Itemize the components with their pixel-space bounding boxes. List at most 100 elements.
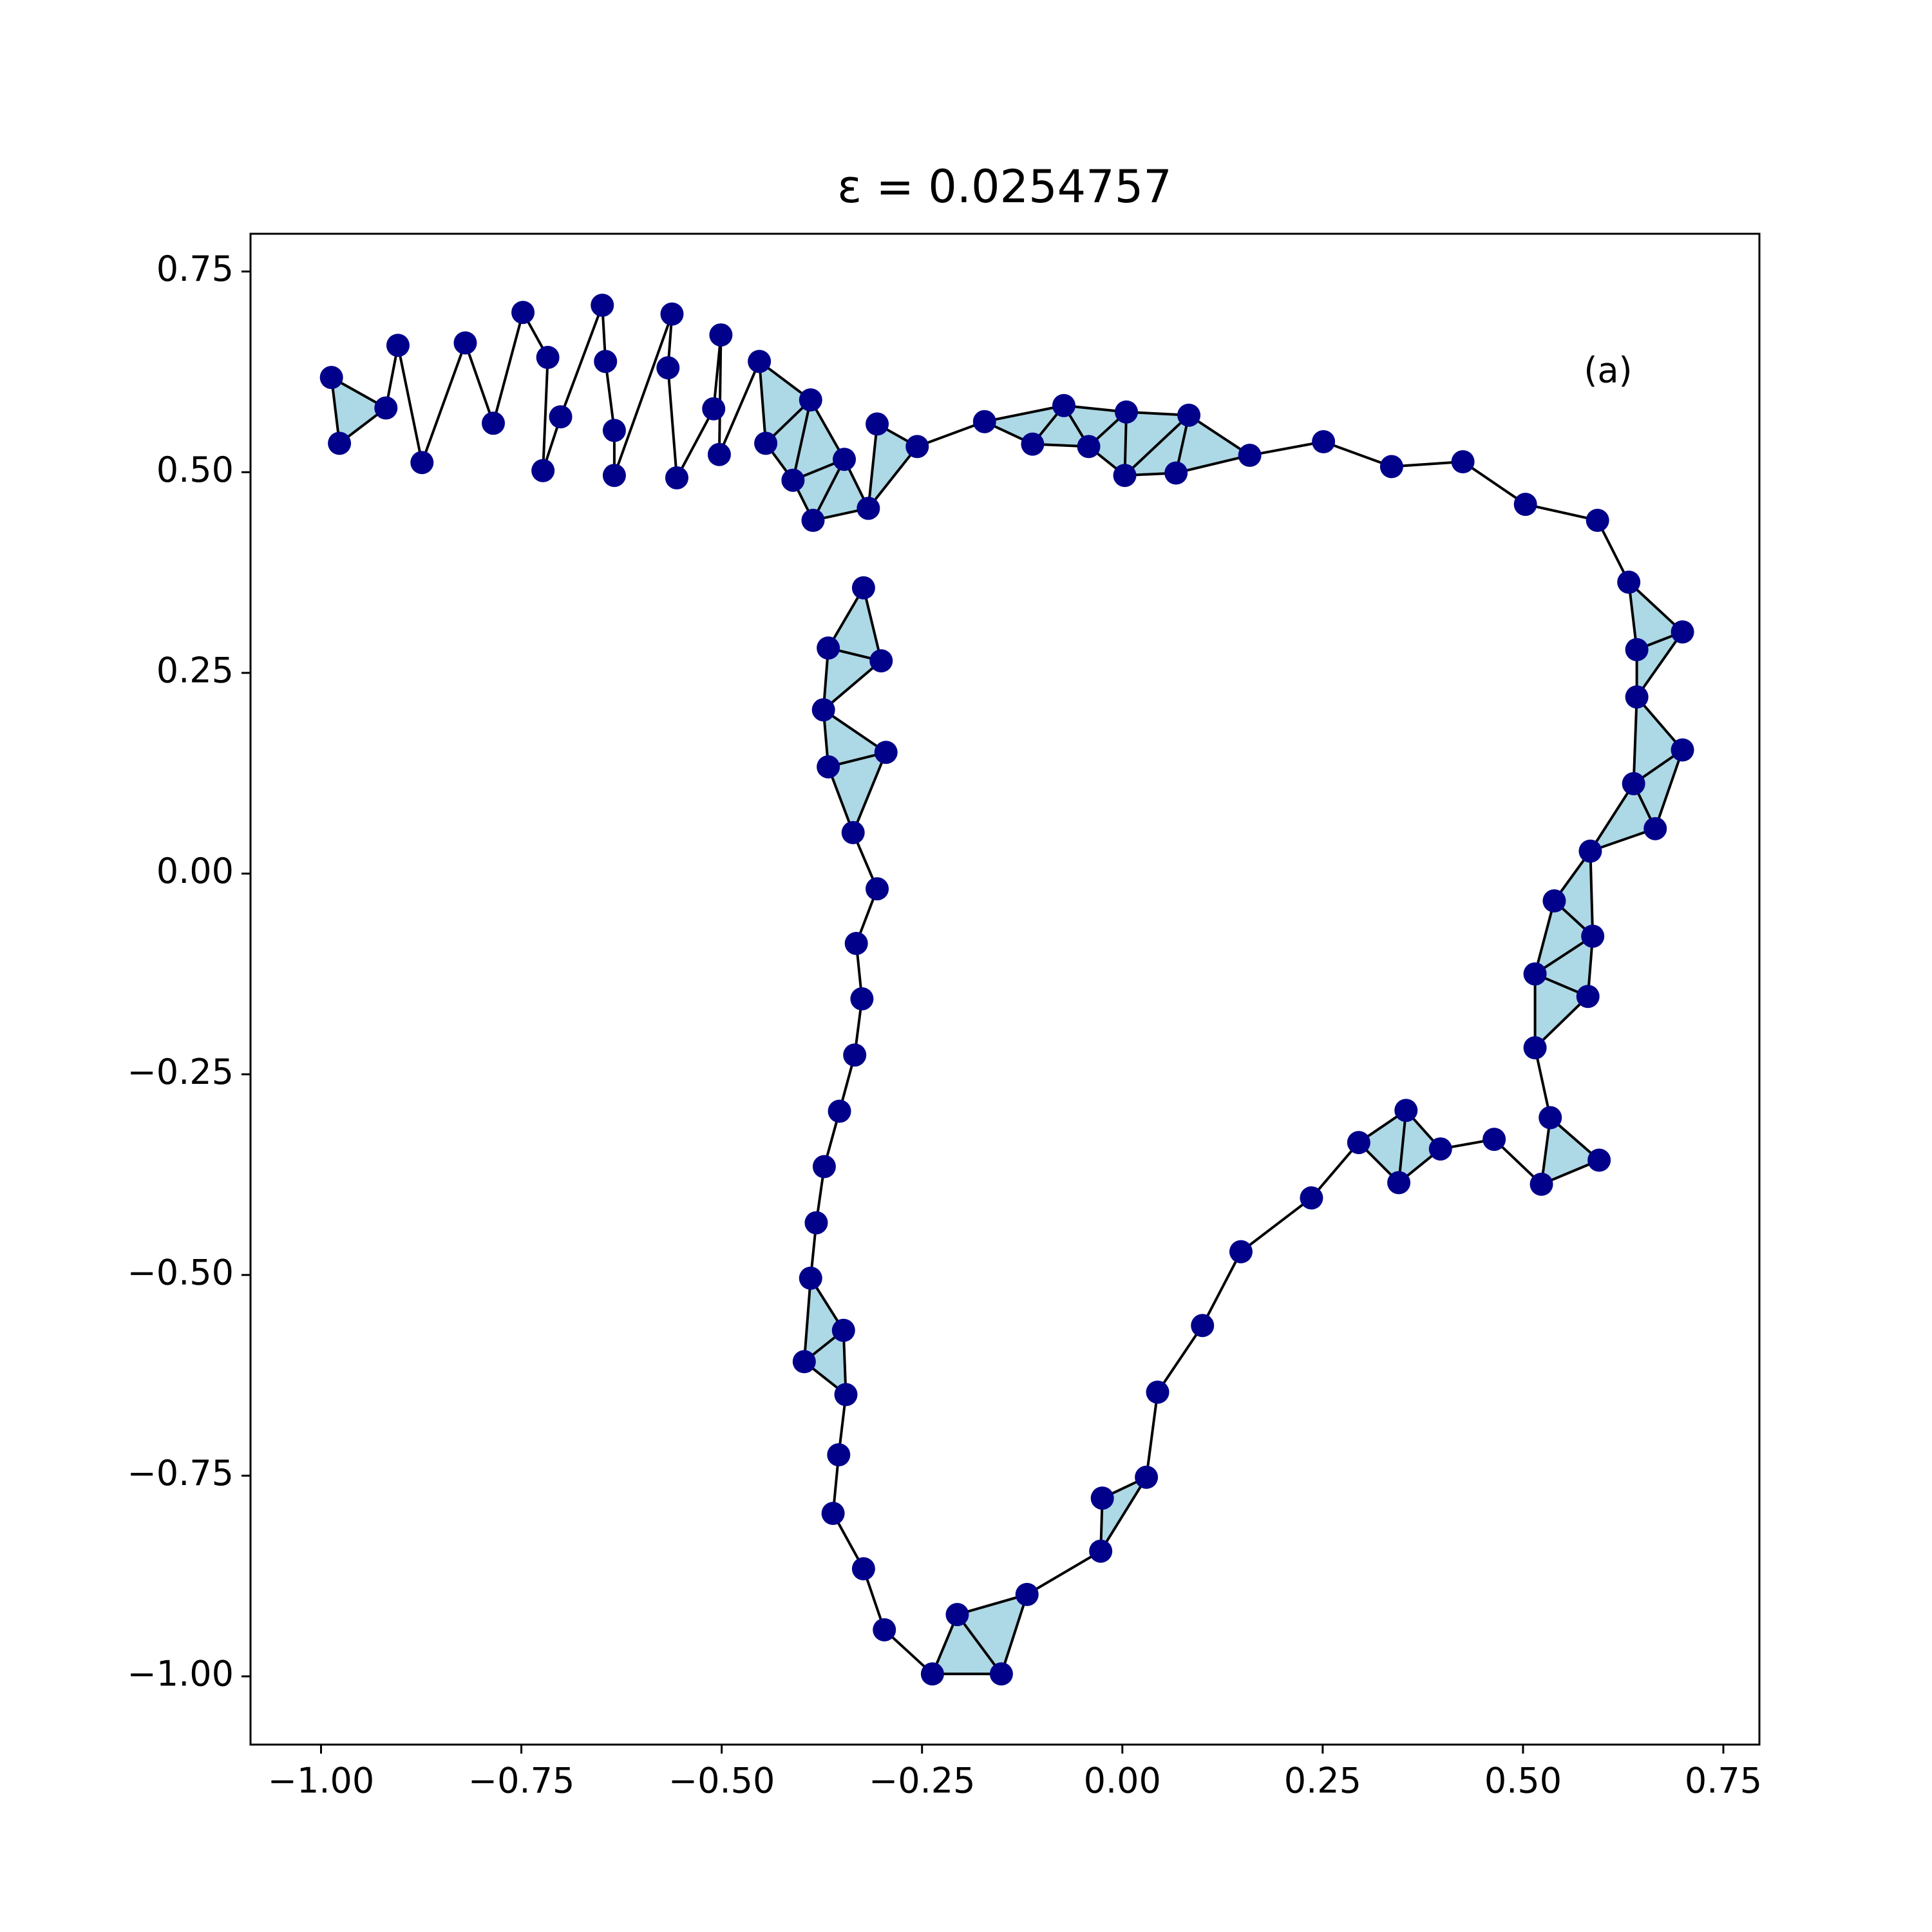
landmark (319, 366, 343, 390)
landmark (482, 412, 506, 435)
landmark (1586, 509, 1609, 533)
edge (867, 446, 918, 509)
edge (1201, 1251, 1242, 1327)
x-tick-label: 0.50 (1484, 1761, 1562, 1801)
y-tick-label: −1.00 (128, 1654, 234, 1694)
edge (1124, 414, 1190, 477)
landmark (811, 698, 835, 722)
simplex (1399, 1110, 1441, 1183)
landmark (1530, 1172, 1553, 1196)
edge (1632, 697, 1638, 784)
landmark (1576, 985, 1600, 1009)
edge (1249, 440, 1324, 457)
edge (802, 1278, 812, 1362)
simplex (804, 1278, 844, 1362)
landmark (828, 1099, 851, 1123)
landmark (1015, 1582, 1039, 1606)
x-tick-label: 0.00 (1084, 1761, 1161, 1801)
landmark (656, 356, 680, 380)
y-tick-label: 0.75 (156, 249, 234, 289)
landmark (1164, 461, 1188, 485)
landmark (531, 459, 555, 482)
edge (867, 424, 879, 509)
edge (827, 587, 865, 649)
simplex (957, 1594, 1027, 1674)
landmark (1090, 1486, 1114, 1510)
simplex (828, 587, 882, 661)
edge (1589, 782, 1635, 852)
simplex (1535, 974, 1588, 1048)
landmark (1643, 817, 1667, 840)
simplex (793, 400, 845, 480)
edge (718, 361, 761, 455)
x-tick-label: −1.00 (268, 1761, 374, 1801)
edge (676, 408, 715, 478)
edge (1533, 900, 1556, 974)
simplex (1063, 405, 1127, 447)
x-tick-label: −0.50 (668, 1761, 775, 1801)
landmark (754, 431, 778, 455)
landmark (831, 1318, 855, 1342)
landmark (591, 293, 614, 317)
edge (1635, 631, 1684, 698)
edge (1397, 1110, 1408, 1183)
landmark (1617, 571, 1641, 594)
landmark (1113, 464, 1137, 488)
simplex (828, 752, 886, 833)
y-tick-label: 0.50 (156, 450, 234, 490)
simplex (823, 710, 886, 767)
landmark (602, 464, 626, 488)
plot-frame (249, 232, 1761, 1746)
edge (827, 766, 855, 833)
landmark (602, 419, 626, 442)
landmark (328, 431, 352, 455)
edge (604, 361, 616, 431)
landmark (1347, 1131, 1370, 1155)
landmark (1052, 393, 1075, 417)
edge (822, 659, 882, 711)
y-tick-label: 0.00 (156, 851, 234, 891)
edge (1636, 696, 1684, 751)
landmark (1625, 685, 1649, 709)
landmark (817, 755, 840, 779)
edge (916, 420, 985, 448)
edge (1026, 1549, 1102, 1596)
y-tick-label: −0.75 (128, 1453, 234, 1493)
landmark (799, 1266, 822, 1290)
landmark (873, 1618, 896, 1642)
simplex (759, 361, 811, 444)
edge (1310, 1141, 1360, 1199)
edge (421, 342, 467, 463)
landmark (549, 405, 573, 429)
landmark (827, 1443, 851, 1466)
landmark (536, 345, 560, 369)
landmark (874, 741, 898, 764)
landmark (833, 448, 857, 471)
simplex (813, 459, 869, 521)
landmark (1146, 1380, 1170, 1404)
edge (667, 368, 678, 478)
landmark (1587, 1148, 1611, 1172)
landmark (707, 442, 731, 466)
edge (396, 345, 424, 463)
landmark (660, 302, 684, 326)
edge (492, 312, 524, 424)
edge (1533, 1047, 1552, 1118)
landmark (1191, 1314, 1215, 1338)
edge (1099, 1476, 1148, 1552)
landmark (709, 323, 733, 347)
landmark (1523, 962, 1547, 986)
landmark (945, 1603, 969, 1627)
edge (717, 335, 723, 455)
edge (1534, 995, 1589, 1049)
landmark (804, 1211, 828, 1235)
edge (822, 708, 887, 753)
edge (1156, 1325, 1204, 1393)
landmark (812, 1155, 836, 1179)
landmark (1229, 1240, 1253, 1264)
simplex (804, 1330, 846, 1395)
landmark (834, 1383, 858, 1406)
simplex (1554, 851, 1593, 936)
landmark (1428, 1137, 1452, 1161)
